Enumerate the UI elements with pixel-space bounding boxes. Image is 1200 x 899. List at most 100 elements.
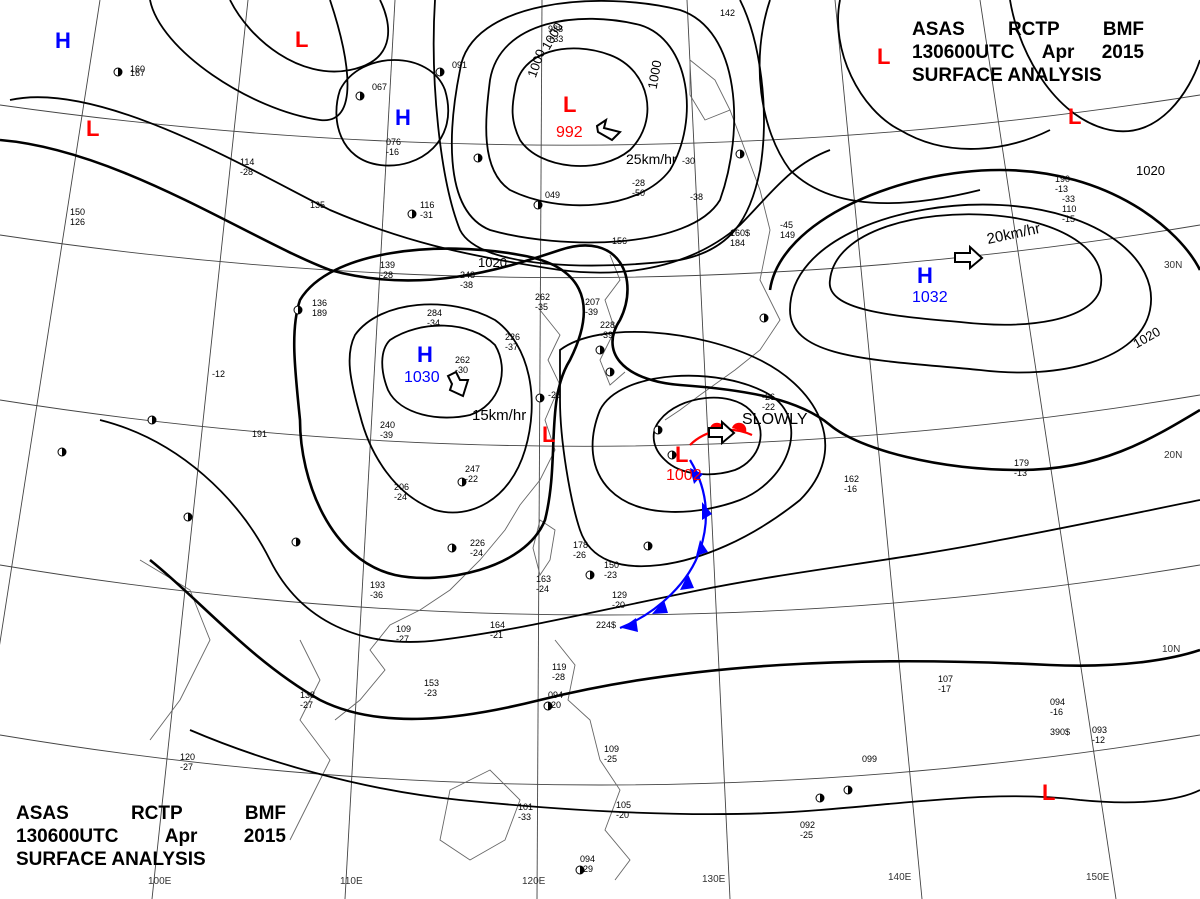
- lat-label: 20N: [1164, 450, 1182, 461]
- parallel-0n: [0, 734, 1200, 786]
- cloud-cover-fill-icon: [820, 794, 824, 802]
- graticule-labels: 100E 110E 120E 130E 140E 150E 30N 20N 10…: [148, 260, 1182, 887]
- lat-label: 30N: [1164, 260, 1182, 271]
- station-observation: -24: [394, 492, 407, 502]
- header-time: 130600UTC: [16, 826, 119, 847]
- header-month: Apr: [164, 826, 198, 847]
- station-observation: -28: [380, 270, 393, 280]
- header-agency: BMF: [1102, 19, 1144, 40]
- station-observation: 114: [240, 157, 254, 167]
- low-center-marker: L: [86, 116, 99, 141]
- cold-front-barb: [622, 618, 638, 632]
- header-year: 2015: [243, 826, 286, 847]
- station-observation: 092: [800, 820, 815, 830]
- station-observation: 228: [600, 320, 615, 330]
- station-observation: 226: [505, 332, 520, 342]
- station-observation: -39: [600, 330, 613, 340]
- parallel-10n: [0, 564, 1200, 616]
- station-observation: -23: [424, 688, 437, 698]
- cloud-cover-fill-icon: [118, 68, 122, 76]
- station-observation: 156: [612, 236, 627, 246]
- station-observation: 119: [552, 662, 566, 672]
- isobar-label: 1020: [1136, 163, 1165, 178]
- station-observation: 135: [310, 200, 325, 210]
- station-observation: 139: [380, 260, 395, 270]
- station-observation: 138: [300, 690, 315, 700]
- map-header-bottom: ASAS RCTP BMF 130600UTC Apr 2015 SURFACE ANA…: [16, 802, 286, 871]
- station-observation: -26: [573, 550, 586, 560]
- station-observation: -30: [455, 365, 468, 375]
- lat-label: 10N: [1162, 644, 1180, 655]
- station-observation: 150: [604, 560, 619, 570]
- station-observation: 094: [580, 854, 595, 864]
- cloud-cover-fill-icon: [296, 538, 300, 546]
- isobar-north-1008: [450, 0, 736, 244]
- station-observation: 093: [1092, 725, 1107, 735]
- cloud-cover-fill-icon: [412, 210, 416, 218]
- low-center-marker: L: [542, 422, 555, 447]
- low-center-marker: L: [563, 92, 576, 117]
- station-observation: 226: [470, 538, 485, 548]
- header-source: ASAS: [16, 803, 69, 824]
- indochina-coast: [289, 639, 331, 841]
- isobar-1016-west: [9, 96, 831, 274]
- station-observation: -35: [535, 302, 548, 312]
- low-center-marker: L: [675, 442, 688, 467]
- station-observation: -17: [938, 684, 951, 694]
- cloud-cover-fill-icon: [590, 571, 594, 579]
- lon-label: 140E: [888, 872, 912, 883]
- isobar-label: 1020: [478, 255, 507, 270]
- station-observation: -22: [762, 402, 775, 412]
- station-observation: 129: [612, 590, 627, 600]
- station-observation: -13: [1014, 468, 1027, 478]
- isobar-north-1004: [485, 17, 688, 207]
- cloud-cover-fill-icon: [848, 786, 852, 794]
- cloud-cover-fill-icon: [62, 448, 66, 456]
- station-observation: 116: [420, 200, 434, 210]
- borneo-coast: [439, 769, 521, 861]
- cold-front-barb: [652, 600, 668, 614]
- station-observation: -38: [690, 192, 703, 202]
- station-observation: -20: [616, 810, 629, 820]
- isobars: [0, 0, 1200, 816]
- station-observation: 207: [585, 297, 600, 307]
- cold-front-barb: [680, 574, 694, 590]
- station-observation: 101: [518, 802, 533, 812]
- cloud-cover-fill-icon: [658, 426, 662, 434]
- cloud-cover-fill-icon: [672, 451, 676, 459]
- station-observation: -26: [762, 392, 775, 402]
- station-observation: -50: [632, 188, 645, 198]
- station-observation: 162: [844, 474, 859, 484]
- high-center-marker: H: [417, 342, 433, 367]
- station-observation: 284: [427, 308, 442, 318]
- isobar-1020-main: [0, 138, 1200, 472]
- high-center-marker: H: [55, 28, 71, 53]
- isobar-west-high-inner: [381, 324, 503, 419]
- station-observation: 091: [452, 60, 467, 70]
- isobar-east-high-1024: [789, 203, 1152, 374]
- station-observation: 164: [490, 620, 505, 630]
- low-center-marker: L: [1068, 104, 1081, 129]
- station-observation: -23: [604, 570, 617, 580]
- station-observation: +33: [548, 34, 563, 44]
- station-observation: 110: [1062, 204, 1076, 214]
- header-time: 130600UTC: [912, 42, 1015, 63]
- warm-front-bump: [732, 422, 747, 432]
- isobar-west-high-mid: [348, 303, 533, 514]
- cloud-cover-fill-icon: [740, 150, 744, 158]
- station-observation: 076: [386, 137, 401, 147]
- parallel-40n: [0, 94, 1200, 146]
- isobar-east-high-1020: [768, 168, 1200, 291]
- taiwan-coast: [532, 519, 556, 577]
- isobar-northeast-1016: [758, 0, 981, 205]
- station-observation: 153: [424, 678, 439, 688]
- header-agency: BMF: [244, 803, 286, 824]
- philippines-coast: [554, 639, 631, 881]
- motion-speed-label: SLOWLY: [742, 411, 808, 428]
- isobar-north-1000-inner: [511, 47, 649, 167]
- station-observation: -16: [386, 147, 399, 157]
- isobar-north-1012: [432, 0, 765, 267]
- isobar-northeast-low: [1009, 0, 1200, 133]
- station-observation: 167: [130, 68, 145, 78]
